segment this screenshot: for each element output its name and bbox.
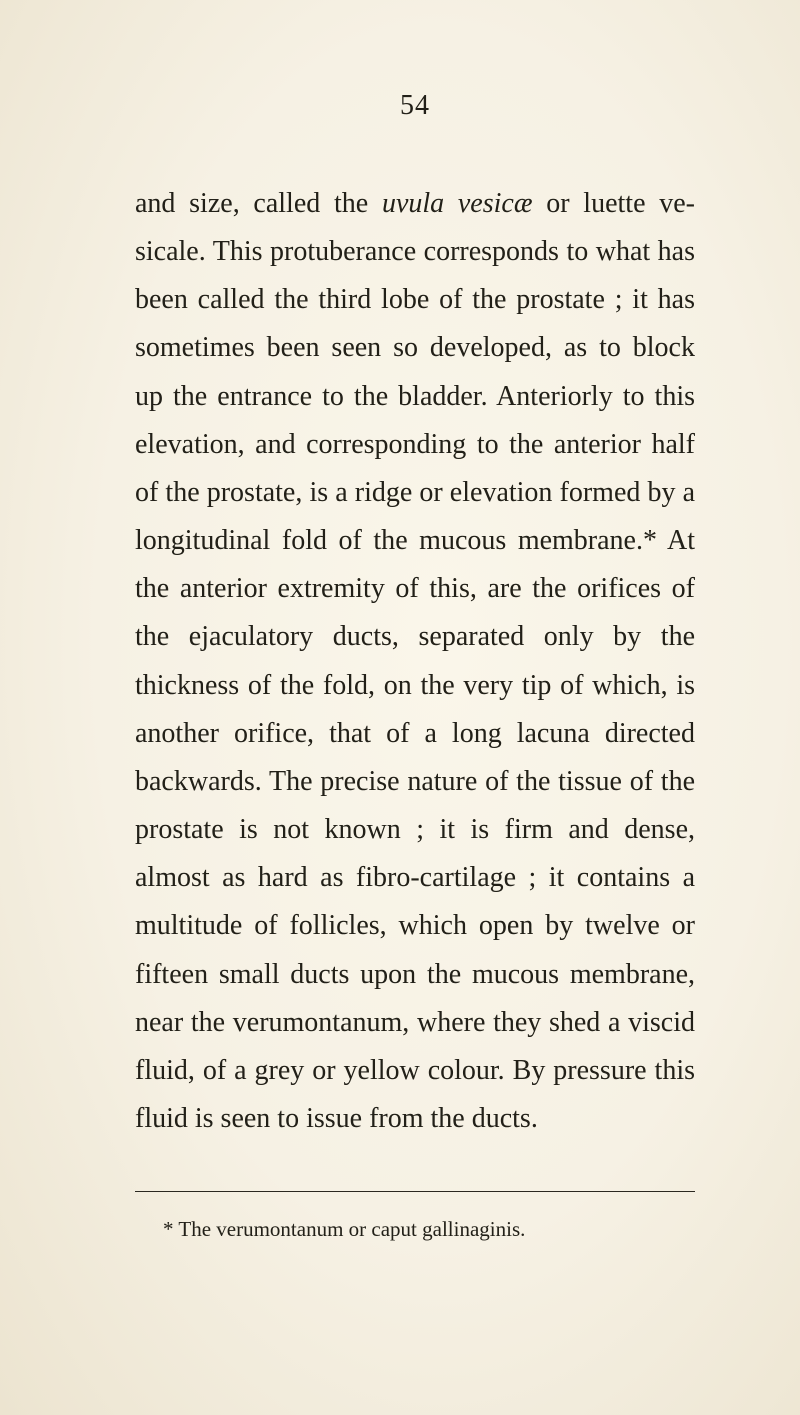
body-paragraph: and size, called the uvula vesicæ or lue… — [135, 180, 695, 1143]
footnote: * The verumontanum or caput gallinaginis… — [135, 1214, 695, 1246]
footnote-rule — [135, 1191, 695, 1192]
book-page: 54 and size, called the uvula vesicæ or … — [0, 0, 800, 1415]
page-number: 54 — [135, 90, 695, 122]
